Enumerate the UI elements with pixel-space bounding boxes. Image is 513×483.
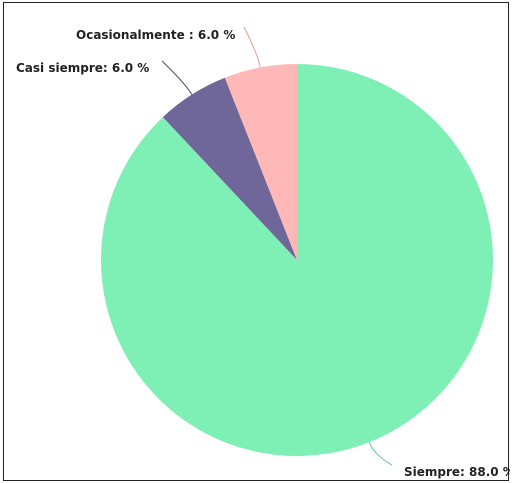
connector-ocasionalmente bbox=[243, 26, 261, 68]
connector-casi-siempre bbox=[161, 60, 193, 95]
label-connectors bbox=[161, 26, 393, 466]
pie-slice-casi-siempre bbox=[162, 77, 297, 260]
pie-slice-siempre bbox=[100, 64, 493, 456]
pie-slice-ocasionalmente bbox=[224, 64, 297, 260]
chart-frame: Siempre: 88.0 % Casi siempre: 6.0 % Ocas… bbox=[3, 2, 510, 481]
connector-siempre bbox=[368, 442, 393, 466]
slice-label-siempre: Siempre: 88.0 % bbox=[404, 465, 510, 479]
pie-chart: Siempre: 88.0 % Casi siempre: 6.0 % Ocas… bbox=[16, 26, 510, 479]
slice-label-ocasionalmente: Ocasionalmente : 6.0 % bbox=[76, 28, 235, 42]
slice-label-casi-siempre: Casi siempre: 6.0 % bbox=[16, 61, 149, 75]
pie-slices bbox=[100, 64, 493, 456]
